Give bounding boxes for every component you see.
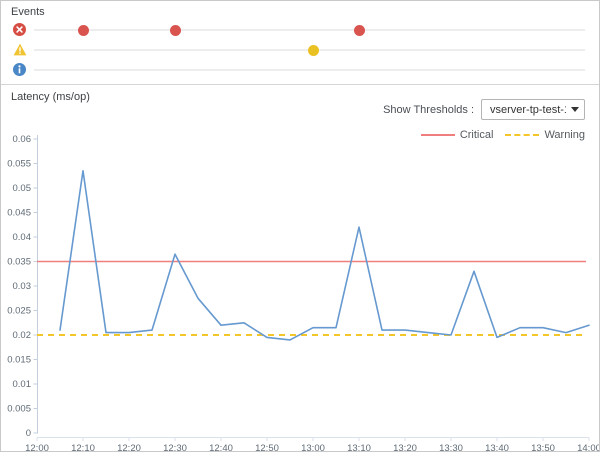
x-tick-label: 13:30: [439, 443, 463, 452]
events-panel-title: Events: [11, 6, 45, 18]
latency-panel-title: Latency (ms/op): [11, 91, 90, 103]
threshold-legend: Critical Warning: [420, 129, 585, 141]
legend-item-warning: Warning: [505, 129, 585, 141]
legend-label: Warning: [544, 129, 585, 141]
warning-icon: [13, 43, 27, 57]
events-panel: Events: [1, 1, 599, 84]
y-tick-label: 0.03: [13, 281, 32, 292]
info-timeline: [34, 69, 585, 71]
legend-label: Critical: [459, 129, 494, 141]
info-icon: [13, 63, 27, 77]
y-tick-label: 0.025: [7, 306, 31, 317]
y-tick-label: 0.05: [13, 183, 32, 194]
y-tick-label: 0.015: [7, 355, 31, 366]
event-row-error: [1, 23, 599, 37]
y-tick-label: 0.055: [7, 159, 31, 170]
event-dot-error[interactable]: [77, 24, 89, 36]
y-tick-label: 0.04: [13, 232, 32, 243]
x-tick-label: 13:20: [393, 443, 417, 452]
legend-item-critical: Critical: [420, 129, 494, 141]
y-tick-label: 0.06: [13, 134, 32, 145]
x-tick-label: 12:50: [255, 443, 279, 452]
x-tick-label: 13:10: [347, 443, 371, 452]
event-dot-error[interactable]: [353, 24, 365, 36]
error-icon: [13, 23, 27, 37]
y-tick-label: 0.02: [13, 330, 32, 341]
x-tick-label: 12:30: [163, 443, 187, 452]
x-tick-label: 13:00: [301, 443, 325, 452]
latency-series-line: [59, 169, 590, 341]
x-tick-label: 13:40: [485, 443, 509, 452]
event-row-info: [1, 63, 599, 77]
y-tick-label: 0: [26, 428, 31, 439]
y-tick-label: 0.01: [13, 379, 32, 390]
threshold-controls: Show Thresholds : vserver-tp-test-1: [383, 99, 585, 120]
panel-divider: [1, 84, 599, 85]
x-tick-label: 12:40: [209, 443, 233, 452]
event-row-warning: [1, 43, 599, 57]
threshold-select[interactable]: vserver-tp-test-1: [481, 99, 585, 120]
y-tick-label: 0.005: [7, 404, 31, 415]
legend-swatch-warning: [505, 134, 540, 136]
event-dot-error[interactable]: [169, 24, 181, 36]
y-tick-label: 0.035: [7, 257, 31, 268]
y-tick-label: 0.045: [7, 208, 31, 219]
x-tick-label: 12:00: [25, 443, 49, 452]
x-tick-label: 13:50: [531, 443, 555, 452]
event-dot-warning[interactable]: [307, 44, 319, 56]
x-tick-label: 14:00: [577, 443, 600, 452]
latency-panel: Latency (ms/op) Show Thresholds : vserve…: [1, 85, 599, 451]
show-thresholds-label: Show Thresholds :: [383, 103, 474, 116]
error-timeline: [34, 29, 585, 31]
x-tick-label: 12:10: [71, 443, 95, 452]
x-tick-label: 12:20: [117, 443, 141, 452]
legend-swatch-critical: [420, 134, 455, 136]
latency-chart: 0 0.005 0.01 0.015 0.02 0.025 0.03 0.035 0.04 0.0…: [7, 134, 600, 452]
